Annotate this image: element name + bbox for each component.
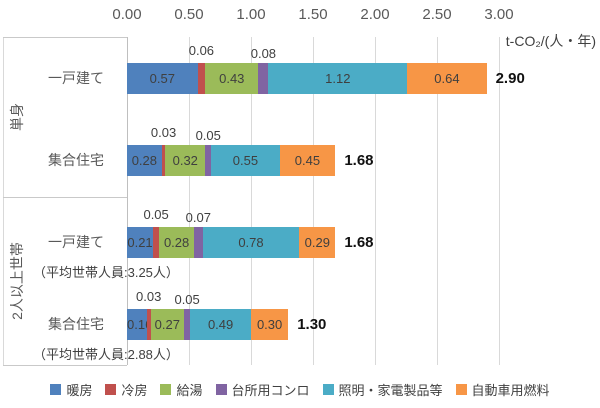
bar-segment [127, 145, 162, 176]
segment-value-label-above: 0.03 [150, 125, 177, 140]
legend-item: 冷房 [105, 380, 147, 399]
category-sublabel: （平均世帯人員:3.25人） [33, 265, 179, 280]
bar-segment [190, 309, 251, 340]
segment-value-label: 0.29 [304, 235, 330, 250]
segment-value-label-above: 0.05 [174, 292, 200, 307]
y-axis-line [127, 37, 128, 365]
legend-item: 暖房 [50, 380, 92, 399]
legend-item: 自動車用燃料 [455, 380, 550, 399]
legend-swatch-icon [322, 384, 334, 395]
bar-segment [279, 145, 336, 176]
bar-total-label: 2.90 [495, 70, 525, 87]
legend-label: 冷房 [121, 383, 148, 398]
bar-segment [205, 63, 259, 94]
group-axis-label: 2人以上世帯 [9, 242, 25, 320]
x-gridline [189, 37, 190, 365]
x-tick-label: 3.00 [484, 6, 514, 23]
group-separator-line [3, 37, 127, 38]
segment-value-label-above: 0.05 [143, 207, 169, 222]
bar-segment [407, 63, 487, 94]
x-tick-label: 1.50 [298, 6, 328, 23]
category-label: 集合住宅 [48, 152, 104, 168]
bar-segment [202, 227, 300, 258]
segment-value-label: 0.78 [238, 235, 264, 250]
segment-value-label-above: 0.07 [185, 210, 211, 225]
category-label: 一戸建て [48, 234, 104, 250]
bar-segment [165, 145, 206, 176]
axis-unit-label: t-CO₂/(人・年) [505, 33, 596, 49]
bar-segment [258, 63, 269, 94]
x-gridline [375, 37, 376, 365]
category-sublabel: （平均世帯人員:2.88人） [33, 347, 179, 362]
segment-value-label: 0.57 [149, 71, 175, 86]
x-gridline [499, 37, 500, 365]
segment-value-label: 0.16 [127, 317, 153, 332]
x-gridline [251, 37, 252, 365]
bar-segment [153, 227, 160, 258]
legend-item: 給湯 [160, 380, 203, 399]
segment-value-label: 0.43 [219, 71, 245, 86]
legend-label: 自動車用燃料 [471, 383, 550, 398]
legend-swatch-icon [105, 384, 117, 395]
bar-total-label: 1.68 [344, 234, 374, 251]
bar-segment [127, 309, 147, 340]
legend-label: 台所用コンロ [231, 383, 310, 398]
legend-swatch-icon [50, 384, 62, 395]
segment-value-label-above: 0.03 [136, 289, 162, 304]
legend-item: 照明・家電製品等 [322, 380, 443, 399]
bar-total-label: 1.30 [297, 316, 327, 333]
bar-segment [299, 227, 336, 258]
group-separator-line [3, 197, 127, 198]
legend-swatch-icon [215, 384, 227, 395]
bar-total-label: 1.68 [344, 152, 374, 169]
group-axis-label: 単身 [9, 103, 25, 131]
bar-segment [184, 309, 191, 340]
segment-value-label: 0.32 [172, 153, 198, 168]
bar-segment [193, 227, 203, 258]
segment-value-label: 0.30 [256, 317, 283, 332]
bar-segment [146, 309, 151, 340]
legend-label: 給湯 [176, 383, 203, 398]
legend-label: 暖房 [66, 383, 93, 398]
segment-value-label: 0.21 [127, 235, 153, 250]
segment-value-label: 0.55 [232, 153, 259, 168]
segment-value-label: 0.49 [207, 317, 234, 332]
legend-swatch-icon [455, 384, 467, 395]
legend-label: 照明・家電製品等 [338, 383, 443, 398]
segment-value-label-above: 0.06 [188, 43, 215, 58]
bar-segment [211, 145, 280, 176]
segment-value-label: 0.45 [294, 153, 321, 168]
x-tick-label: 1.00 [236, 6, 266, 23]
category-label: 集合住宅 [48, 316, 104, 332]
category-label: 一戸建て [48, 70, 104, 86]
bar-segment [197, 63, 206, 94]
segment-value-label: 0.64 [434, 71, 460, 86]
segment-value-label: 0.28 [131, 153, 158, 168]
x-tick-label: 2.00 [360, 6, 390, 23]
bar-segment [150, 309, 185, 340]
segment-value-label: 0.27 [154, 317, 180, 332]
x-gridline [437, 37, 438, 365]
bar-segment [127, 63, 198, 94]
segment-value-label-above: 0.05 [195, 128, 221, 143]
segment-value-label: 1.12 [325, 71, 351, 86]
group-separator-line [3, 365, 127, 366]
bar-segment [268, 63, 408, 94]
bar-segment [127, 227, 154, 258]
x-tick-label: 0.00 [112, 6, 142, 23]
x-tick-label: 2.50 [422, 6, 452, 23]
category-area-left-border [3, 37, 4, 365]
x-gridline [313, 37, 314, 365]
bar-segment [161, 145, 166, 176]
legend-swatch-icon [160, 384, 172, 395]
chart-legend: 暖房 冷房 給湯 台所用コンロ 照明・家電製品等 自動車用燃料 [0, 380, 600, 399]
bar-segment [159, 227, 194, 258]
legend-item: 台所用コンロ [215, 380, 310, 399]
bar-segment [251, 309, 289, 340]
segment-value-label-above: 0.08 [250, 46, 277, 61]
segment-value-label: 0.28 [163, 235, 190, 250]
x-tick-label: 0.50 [174, 6, 204, 23]
bar-segment [205, 145, 212, 176]
